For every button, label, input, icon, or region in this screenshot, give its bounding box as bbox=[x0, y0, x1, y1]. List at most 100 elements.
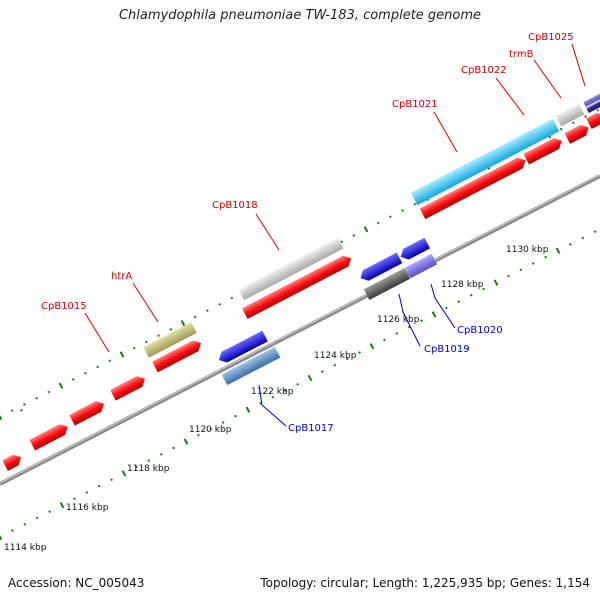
tick-mark bbox=[259, 402, 262, 405]
kbp-labels: 1114 kbp 1116 kbp 1118 kbp 1120 kbp 1122… bbox=[4, 245, 549, 553]
tick-mark bbox=[572, 121, 575, 125]
tick-mark bbox=[85, 491, 89, 494]
tick-row-outer bbox=[20, 408, 23, 412]
kbp-label: 1120 kbp bbox=[189, 425, 232, 435]
gene-arrow[interactable] bbox=[419, 155, 528, 220]
tick-mark bbox=[193, 315, 197, 319]
tick-mark bbox=[0, 533, 3, 541]
tick-mark bbox=[59, 502, 65, 509]
tick-mark bbox=[147, 459, 151, 463]
summary-text: Topology: circular; Length: 1,225,935 bp… bbox=[260, 576, 590, 590]
gene-label-cpb1019[interactable]: CpB1019 bbox=[424, 344, 470, 355]
tick-mark bbox=[544, 255, 547, 259]
gene-label-cpb1017[interactable]: CpB1017 bbox=[288, 423, 334, 434]
kbp-label: 1122 kbp bbox=[251, 387, 294, 397]
kbp-label: 1118 kbp bbox=[127, 464, 170, 474]
tick-mark bbox=[108, 359, 112, 363]
gene-box-cpb1018[interactable] bbox=[238, 237, 344, 301]
gene-box-cpb1021[interactable] bbox=[410, 118, 560, 206]
tick-mark bbox=[197, 433, 200, 437]
tick-mark bbox=[363, 226, 369, 233]
gene-arrow-cpb1022[interactable] bbox=[523, 135, 564, 165]
tick-mark bbox=[71, 378, 75, 381]
gene-arrow[interactable] bbox=[564, 122, 592, 144]
tick-mark bbox=[340, 240, 343, 244]
gene-box-htra[interactable] bbox=[143, 322, 197, 358]
tick-mark bbox=[345, 357, 349, 361]
gene-box-cpb1017[interactable] bbox=[221, 346, 281, 386]
gene-arrow[interactable] bbox=[586, 110, 600, 130]
gene-label-group: CpB1015 htrA CpB1018 CpB1021 CpB1022 trm… bbox=[41, 32, 574, 434]
gene-arrow[interactable] bbox=[152, 338, 204, 373]
tick-mark bbox=[11, 529, 14, 532]
gene-arrow[interactable] bbox=[358, 252, 403, 284]
tick-mark bbox=[296, 382, 299, 386]
gene-label-htra[interactable]: htrA bbox=[111, 271, 132, 282]
tick-mark bbox=[369, 343, 375, 350]
reverse-genes bbox=[216, 237, 438, 386]
tick-mark bbox=[47, 390, 51, 394]
tick-mark bbox=[383, 338, 386, 342]
gene-label-cpb1022[interactable]: CpB1022 bbox=[461, 65, 507, 76]
tick-mark bbox=[395, 332, 399, 335]
gene-label-cpb1021[interactable]: CpB1021 bbox=[392, 99, 438, 110]
tick-mark bbox=[110, 478, 113, 482]
tick-mark bbox=[352, 234, 356, 237]
forward-genes bbox=[2, 93, 600, 471]
gene-label-cpb1025[interactable]: CpB1025 bbox=[528, 32, 574, 43]
gene-arrow[interactable] bbox=[69, 398, 106, 426]
tick-mark bbox=[358, 351, 361, 354]
gene-arrow[interactable] bbox=[2, 452, 24, 471]
tick-mark bbox=[376, 221, 380, 225]
tick-mark bbox=[307, 374, 313, 382]
tick-mark bbox=[569, 243, 572, 246]
gene-box-cpb1020[interactable] bbox=[404, 253, 438, 279]
tick-mark bbox=[245, 406, 251, 413]
tick-mark bbox=[457, 300, 461, 303]
tick-mark bbox=[183, 438, 189, 445]
gene-label-cpb1015[interactable]: CpB1015 bbox=[41, 301, 87, 312]
tick-mark bbox=[413, 202, 417, 206]
tick-mark bbox=[555, 247, 561, 254]
tick-mark bbox=[445, 306, 448, 310]
tick-mark bbox=[10, 409, 14, 413]
tick-mark bbox=[531, 262, 535, 265]
tick-mark bbox=[401, 209, 404, 212]
tick-mark bbox=[493, 279, 499, 286]
gene-box-cpb1019[interactable] bbox=[363, 268, 411, 300]
gene-box-trmb[interactable] bbox=[555, 103, 585, 127]
accession-text: Accession: NC_005043 bbox=[8, 576, 145, 590]
gene-arrow-cpb1015[interactable] bbox=[110, 373, 147, 401]
tick-mark bbox=[230, 296, 234, 300]
gene-arrow[interactable] bbox=[29, 421, 70, 451]
gene-arrow[interactable] bbox=[216, 330, 268, 366]
tick-mark bbox=[221, 421, 225, 424]
tick-mark bbox=[84, 371, 87, 375]
tick-mark bbox=[119, 351, 125, 358]
tick-mark bbox=[180, 319, 186, 327]
tick-mark bbox=[23, 403, 26, 406]
tick-mark bbox=[519, 268, 523, 272]
tick-mark bbox=[132, 346, 136, 350]
tick-mark bbox=[206, 309, 209, 312]
kbp-label: 1130 kbp bbox=[506, 245, 549, 255]
gene-label-trmb[interactable]: trmB bbox=[509, 49, 534, 60]
tick-mark bbox=[23, 522, 27, 526]
gene-label-cpb1018[interactable]: CpB1018 bbox=[212, 200, 258, 211]
kbp-label: 1114 kbp bbox=[4, 543, 47, 553]
tick-mark bbox=[172, 446, 175, 450]
gene-arrow[interactable] bbox=[242, 253, 354, 320]
map-title: Chlamydophila pneumoniae TW-183, complet… bbox=[118, 8, 482, 23]
gene-arrow[interactable] bbox=[398, 237, 431, 262]
tick-mark bbox=[0, 413, 3, 421]
tick-mark bbox=[135, 465, 138, 469]
tick-mark bbox=[97, 484, 101, 488]
tick-mark bbox=[35, 516, 39, 520]
gene-label-cpb1020[interactable]: CpB1020 bbox=[457, 325, 503, 336]
tick-mark bbox=[431, 311, 437, 318]
tick-mark bbox=[209, 427, 213, 431]
kbp-label: 1124 kbp bbox=[314, 351, 357, 361]
tick-mark bbox=[469, 293, 473, 297]
tick-mark bbox=[157, 334, 160, 337]
tick-mark bbox=[73, 497, 76, 501]
